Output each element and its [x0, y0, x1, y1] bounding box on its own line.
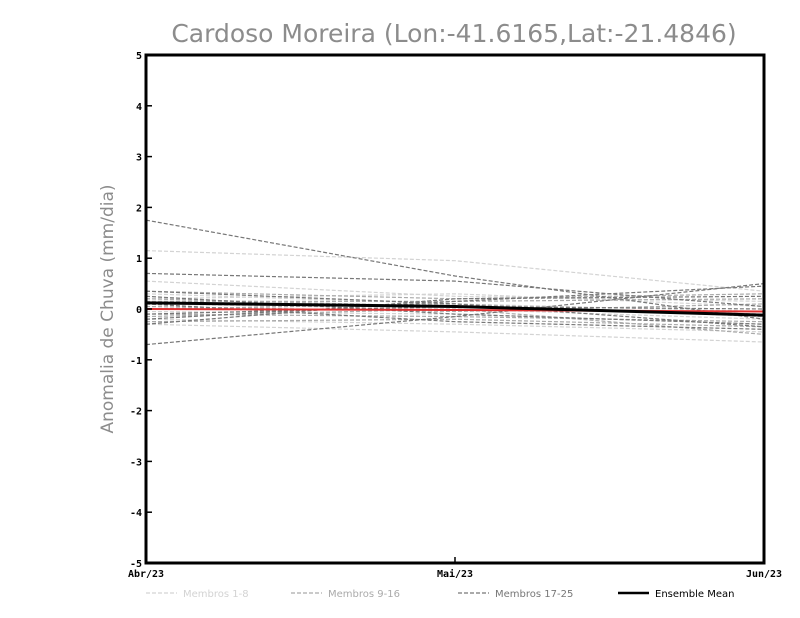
y-tick-label: -5 — [130, 559, 142, 570]
member-line-2 — [145, 280, 765, 302]
x-tick-label: Jun/23 — [746, 569, 782, 580]
member-line-9 — [145, 290, 765, 300]
member-line-8 — [145, 293, 765, 308]
y-tick-label: -1 — [130, 356, 142, 367]
y-tick-label: 5 — [136, 51, 142, 62]
member-line-1 — [145, 250, 765, 292]
y-tick-label: -3 — [130, 457, 142, 468]
x-axis-ticks: Abr/23 Mai/23 Jun/23 — [128, 557, 782, 580]
x-tick-label: Abr/23 — [128, 569, 164, 580]
member-lines — [145, 219, 765, 346]
legend-label: Membros 17-25 — [495, 589, 573, 600]
member-line-7 — [145, 323, 765, 343]
member-line-23 — [145, 295, 765, 325]
x-tick-label: Mai/23 — [437, 568, 473, 580]
y-axis-label: Anomalia de Chuva (mm/dia) — [98, 184, 118, 433]
legend: Membros 1-8 Membros 9-16 Membros 17-25 Ense… — [146, 589, 734, 600]
member-line-18 — [145, 272, 765, 308]
y-tick-label: 1 — [136, 254, 142, 265]
y-tick-label: 0 — [136, 305, 142, 316]
member-line-13 — [145, 318, 765, 328]
ensemble-mean-line — [145, 301, 765, 317]
member-line-21 — [145, 285, 765, 320]
member-line-17 — [145, 219, 765, 320]
member-line-12 — [145, 313, 765, 323]
y-tick-label: -2 — [130, 407, 142, 418]
ensemble-mean-group — [145, 301, 765, 317]
chart-title: Cardoso Moreira (Lon:-41.6165,Lat:-21.48… — [171, 19, 736, 48]
y-tick-label: 3 — [136, 153, 142, 164]
member-line-19 — [145, 283, 765, 346]
member-line-11 — [145, 303, 765, 313]
member-line-20 — [145, 290, 765, 328]
legend-label: Membros 1-8 — [183, 589, 249, 600]
y-tick-label: 2 — [136, 203, 142, 214]
legend-label: Membros 9-16 — [328, 589, 400, 600]
member-line-22 — [145, 295, 765, 325]
y-axis-ticks: 5 4 3 2 1 0 -1 -2 -3 -4 -5 — [130, 51, 152, 570]
legend-label: Ensemble Mean — [655, 589, 734, 600]
y-tick-label: -4 — [130, 508, 142, 519]
y-tick-label: 4 — [136, 102, 142, 113]
